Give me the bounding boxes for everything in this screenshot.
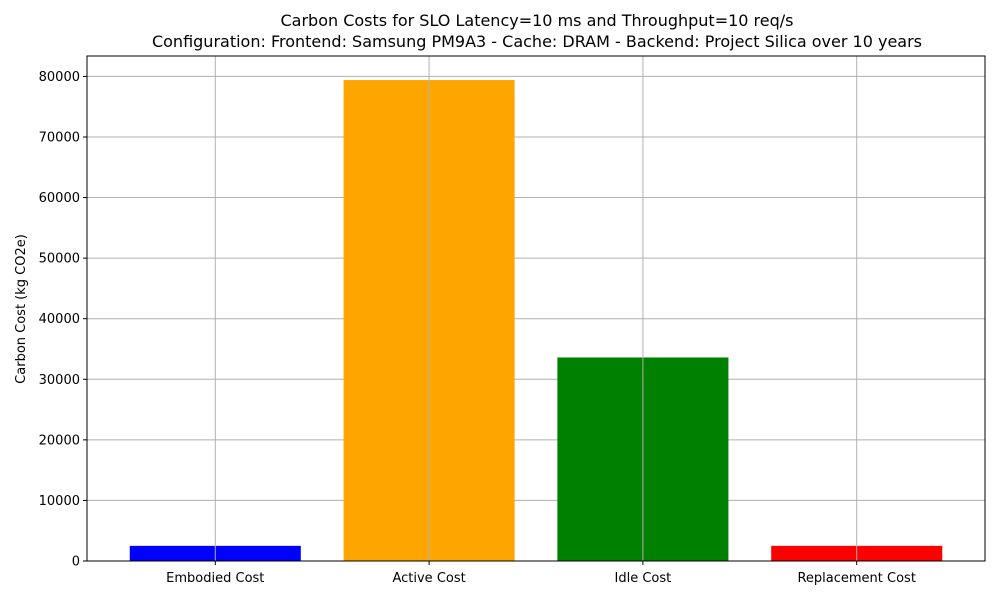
y-tick-label: 20000	[39, 433, 80, 448]
bars-layer	[129, 80, 943, 562]
y-tick-label: 60000	[39, 191, 80, 206]
y-tick-label: 50000	[39, 252, 80, 267]
ticks-layer: 0 10000 20000 30000 40000 50000 60000 70000 8000…	[39, 70, 916, 586]
x-tick-label: Idle Cost	[615, 571, 672, 586]
chart-title: Carbon Costs for SLO Latency=10 ms and T…	[280, 11, 793, 30]
vertical-grid-layer	[214, 56, 858, 561]
x-tick-label: Replacement Cost	[797, 571, 915, 586]
y-tick-label: 10000	[39, 494, 80, 509]
x-tick-label: Embodied Cost	[166, 571, 264, 586]
y-tick-label: 80000	[39, 70, 80, 85]
axis-layer	[86, 55, 986, 562]
plot-frame	[86, 55, 986, 562]
y-tick-label: 70000	[39, 130, 80, 145]
y-tick-label: 0	[72, 555, 80, 570]
y-tick-label: 40000	[39, 312, 80, 327]
chart-subtitle: Configuration: Frontend: Samsung PM9A3 -…	[152, 32, 922, 51]
x-tick-label: Active Cost	[392, 571, 465, 586]
grid-layer	[87, 75, 985, 562]
y-axis-label: Carbon Cost (kg CO2e)	[14, 234, 29, 384]
y-tick-label: 30000	[39, 373, 80, 388]
